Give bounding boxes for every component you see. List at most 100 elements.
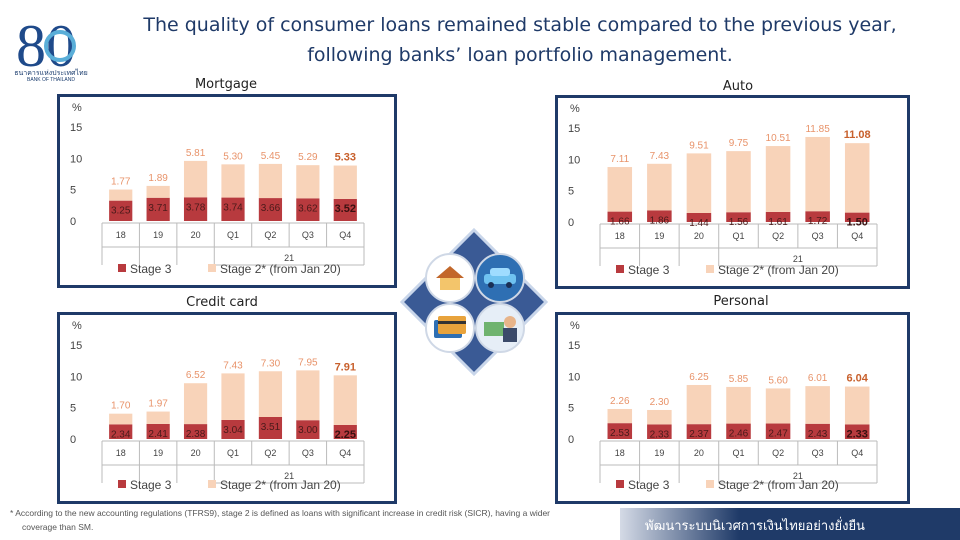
stage2-bar [109, 189, 133, 201]
y-axis-unit: % [570, 103, 580, 115]
footnote-line-1: * According to the new accounting regula… [10, 508, 551, 518]
stage3-bar [146, 197, 170, 221]
stage2-bar [647, 163, 672, 211]
year-label: 21 [793, 254, 803, 264]
stage3-bar [109, 424, 133, 439]
y-tick-label: 10 [568, 154, 580, 166]
stage2-bar [726, 386, 751, 424]
mortgage-chart-svg: % 0 5 10 15 3.25 1.77 18 3.71 1.89 19 3.78 5.81 20 3.7… [70, 102, 365, 276]
stage3-bar [765, 211, 791, 222]
stage3-data-label: 3.04 [223, 425, 243, 436]
x-tick-label: Q3 [812, 231, 824, 241]
y-axis-unit: % [72, 102, 82, 114]
stage2-bar [146, 411, 170, 424]
stage3-bar [844, 424, 870, 439]
x-tick-label: 18 [615, 448, 625, 458]
credit-card-chart-title: Credit card [186, 295, 258, 310]
stage3-bar [726, 423, 751, 439]
stage3-data-label: 2.25 [335, 429, 356, 441]
house-icon [425, 253, 475, 303]
stage2-bar [844, 386, 870, 425]
stage3-bar [844, 212, 870, 222]
y-tick-label: 5 [70, 403, 76, 415]
stage3-data-label: 3.51 [261, 422, 281, 433]
stage3-data-label: 2.38 [186, 429, 206, 440]
stage3-data-label: 2.37 [689, 429, 709, 440]
stage2-bar [607, 167, 633, 212]
legend-stage2-label: Stage 2* (from Jan 20) [220, 262, 341, 276]
legend-stage3-label: Stage 3 [130, 478, 172, 492]
money-person-icon [475, 303, 525, 353]
legend-stage3-swatch [118, 264, 126, 272]
stage3-data-label: 2.47 [768, 429, 788, 440]
loan-types-graphic [399, 227, 549, 377]
stage2-bar [805, 386, 830, 424]
stage2-data-label: 6.01 [808, 373, 828, 384]
stage2-bar [844, 143, 870, 213]
title-line-1: The quality of consumer loans remained s… [143, 14, 897, 36]
legend-stage3-swatch [616, 480, 624, 488]
x-tick-label: Q2 [772, 231, 784, 241]
x-tick-label: Q4 [339, 448, 351, 458]
banner-text: พัฒนาระบบนิเวศการเงินไทยอย่างยั่งยืน [645, 519, 865, 534]
stage2-bar [146, 185, 170, 198]
stage3-bar [258, 198, 283, 221]
stage3-data-label: 3.62 [298, 203, 318, 214]
stage2-data-label: 1.97 [148, 399, 168, 410]
stage3-bar [258, 417, 283, 439]
x-tick-label: Q4 [851, 448, 863, 458]
y-tick-label: 5 [568, 403, 574, 415]
stage3-data-label: 1.56 [729, 217, 749, 228]
stage2-data-label: 7.43 [223, 360, 243, 371]
x-tick-label: 18 [116, 448, 126, 458]
stage3-data-label: 3.71 [148, 203, 168, 214]
stage3-data-label: 2.46 [729, 429, 749, 440]
stage2-data-label: 5.85 [729, 374, 749, 385]
stage3-data-label: 3.00 [298, 425, 318, 436]
stage2-data-label: 7.91 [335, 361, 356, 373]
stage3-bar [647, 424, 672, 439]
credit-card-icon [425, 303, 475, 353]
stage3-data-label: 3.74 [223, 203, 243, 214]
bank-logo: 80 [10, 6, 90, 86]
stage2-bar [805, 136, 830, 212]
stage3-bar [183, 424, 208, 439]
mortgage-chart-title: Mortgage [194, 77, 258, 92]
stage2-bar [258, 371, 283, 418]
x-tick-label: Q1 [227, 230, 239, 240]
stage2-bar [183, 383, 208, 425]
stage2-data-label: 5.60 [768, 375, 788, 386]
stage2-data-label: 7.95 [298, 357, 318, 368]
stage3-bar [296, 198, 320, 221]
year-label: 21 [793, 471, 803, 481]
y-tick-label: 15 [568, 123, 580, 135]
y-tick-label: 0 [70, 434, 76, 446]
stage2-data-label: 1.89 [148, 173, 168, 184]
stage3-bar [146, 423, 170, 439]
stage2-bar [333, 165, 357, 199]
stage2-data-label: 2.30 [650, 397, 670, 408]
stage3-bar [726, 212, 751, 222]
stage2-bar [296, 370, 320, 421]
stage2-bar [607, 408, 633, 424]
mortgage-chart: % 0 5 10 15 3.25 1.77 18 3.71 1.89 19 3.78 5.81 20 3.7… [57, 94, 397, 288]
x-tick-label: Q3 [302, 230, 314, 240]
legend-stage2-swatch [706, 480, 714, 488]
footnote-line-2: coverage than SM. [22, 522, 94, 532]
x-tick-label: 19 [153, 230, 163, 240]
legend-stage3-swatch [616, 265, 624, 273]
stage2-data-label: 6.04 [847, 373, 869, 385]
stage2-bar [109, 413, 133, 425]
stage3-data-label: 1.50 [847, 217, 868, 229]
stage3-data-label: 1.66 [610, 217, 630, 228]
personal-chart-svg: % 0 5 10 15 2.53 2.26 18 2.33 2.30 19 2.37 6.25 20 2.4… [568, 320, 878, 492]
stage3-bar [607, 423, 633, 439]
legend-stage2-swatch [208, 480, 216, 488]
stage3-data-label: 2.53 [610, 428, 630, 439]
stage2-data-label: 2.26 [610, 396, 630, 407]
stage3-data-label: 1.86 [650, 215, 670, 226]
legend-stage3-swatch [118, 480, 126, 488]
y-tick-label: 15 [70, 122, 82, 134]
stage2-bar [686, 384, 712, 425]
stage2-data-label: 9.75 [729, 138, 749, 149]
